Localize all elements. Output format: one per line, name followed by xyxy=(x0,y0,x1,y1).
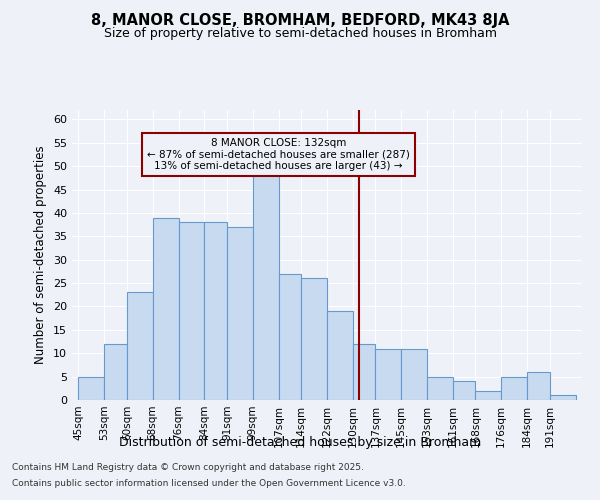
Text: Distribution of semi-detached houses by size in Bromham: Distribution of semi-detached houses by … xyxy=(119,436,481,449)
Bar xyxy=(205,222,227,400)
Bar xyxy=(353,344,376,400)
Bar xyxy=(376,348,401,400)
Y-axis label: Number of semi-detached properties: Number of semi-detached properties xyxy=(34,146,47,364)
Bar xyxy=(227,227,253,400)
Bar xyxy=(278,274,301,400)
Bar xyxy=(253,176,278,400)
Bar xyxy=(152,218,179,400)
Bar xyxy=(502,376,527,400)
Text: 8, MANOR CLOSE, BROMHAM, BEDFORD, MK43 8JA: 8, MANOR CLOSE, BROMHAM, BEDFORD, MK43 8… xyxy=(91,12,509,28)
Text: Contains HM Land Registry data © Crown copyright and database right 2025.: Contains HM Land Registry data © Crown c… xyxy=(12,464,364,472)
Bar xyxy=(104,344,127,400)
Bar xyxy=(301,278,327,400)
Bar xyxy=(401,348,427,400)
Bar xyxy=(550,396,575,400)
Bar xyxy=(475,390,502,400)
Bar xyxy=(79,376,104,400)
Bar xyxy=(527,372,550,400)
Bar xyxy=(427,376,453,400)
Text: Contains public sector information licensed under the Open Government Licence v3: Contains public sector information licen… xyxy=(12,478,406,488)
Text: 8 MANOR CLOSE: 132sqm
← 87% of semi-detached houses are smaller (287)
13% of sem: 8 MANOR CLOSE: 132sqm ← 87% of semi-deta… xyxy=(147,138,410,172)
Text: Size of property relative to semi-detached houses in Bromham: Size of property relative to semi-detach… xyxy=(104,28,497,40)
Bar xyxy=(127,292,152,400)
Bar xyxy=(327,311,353,400)
Bar xyxy=(453,382,475,400)
Bar xyxy=(179,222,205,400)
